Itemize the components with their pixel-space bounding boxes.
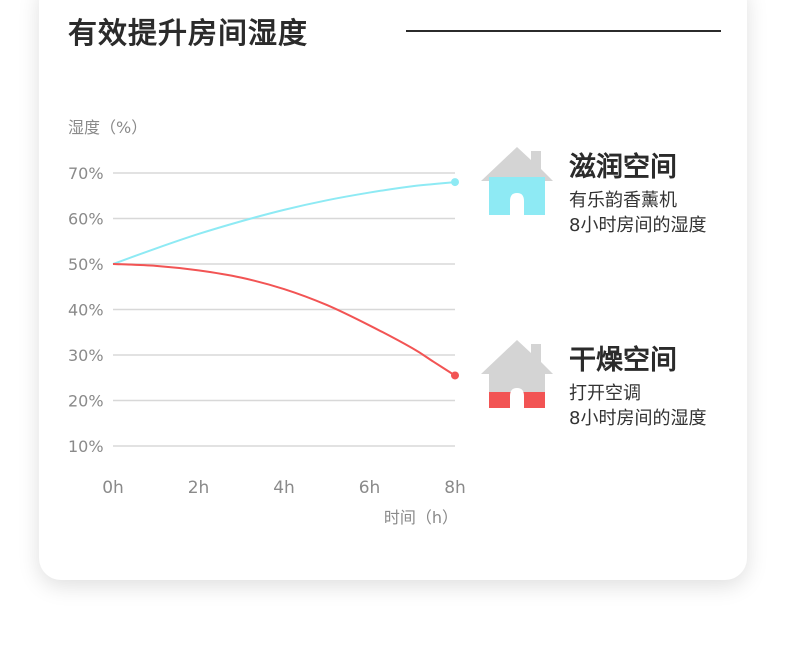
y-tick-label: 50% (68, 255, 104, 274)
legend-line: 有乐韵香薰机 (569, 190, 677, 211)
series-line-1 (112, 263, 456, 377)
y-tick-label: 40% (68, 301, 104, 320)
series-line-0 (112, 181, 456, 265)
house-icon (481, 147, 553, 215)
series-end-point-1 (451, 371, 459, 380)
series-end-point-0 (451, 178, 459, 187)
legend-line: 8小时房间的湿度 (569, 215, 707, 236)
legend-line: 打开空调 (569, 383, 641, 404)
x-tick-label: 8h (444, 478, 466, 498)
legend-description: 打开空调 8小时房间的湿度 (569, 381, 706, 431)
x-tick-label: 2h (188, 478, 210, 498)
page-title: 有效提升房间湿度 (68, 16, 309, 50)
y-tick-label: 60% (68, 210, 104, 229)
house-icon (481, 340, 553, 408)
legend-description: 有乐韵香薰机 8小时房间的湿度 (569, 188, 706, 238)
y-tick-label: 20% (68, 392, 104, 411)
x-tick-label: 4h (273, 478, 295, 498)
y-tick-label: 70% (68, 164, 104, 183)
legend-line: 8小时房间的湿度 (569, 408, 707, 429)
x-tick-label: 6h (359, 478, 381, 498)
x-tick-label: 0h (102, 478, 124, 498)
x-axis-label: 时间（h） (384, 508, 458, 527)
y-axis-label: 湿度（%） (68, 118, 147, 137)
title-divider (406, 30, 721, 32)
legend-name: 干燥空间 (569, 345, 677, 376)
legend-name: 滋润空间 (569, 152, 677, 183)
y-tick-label: 10% (68, 437, 104, 456)
content-card (39, 0, 747, 580)
y-tick-label: 30% (68, 346, 104, 365)
